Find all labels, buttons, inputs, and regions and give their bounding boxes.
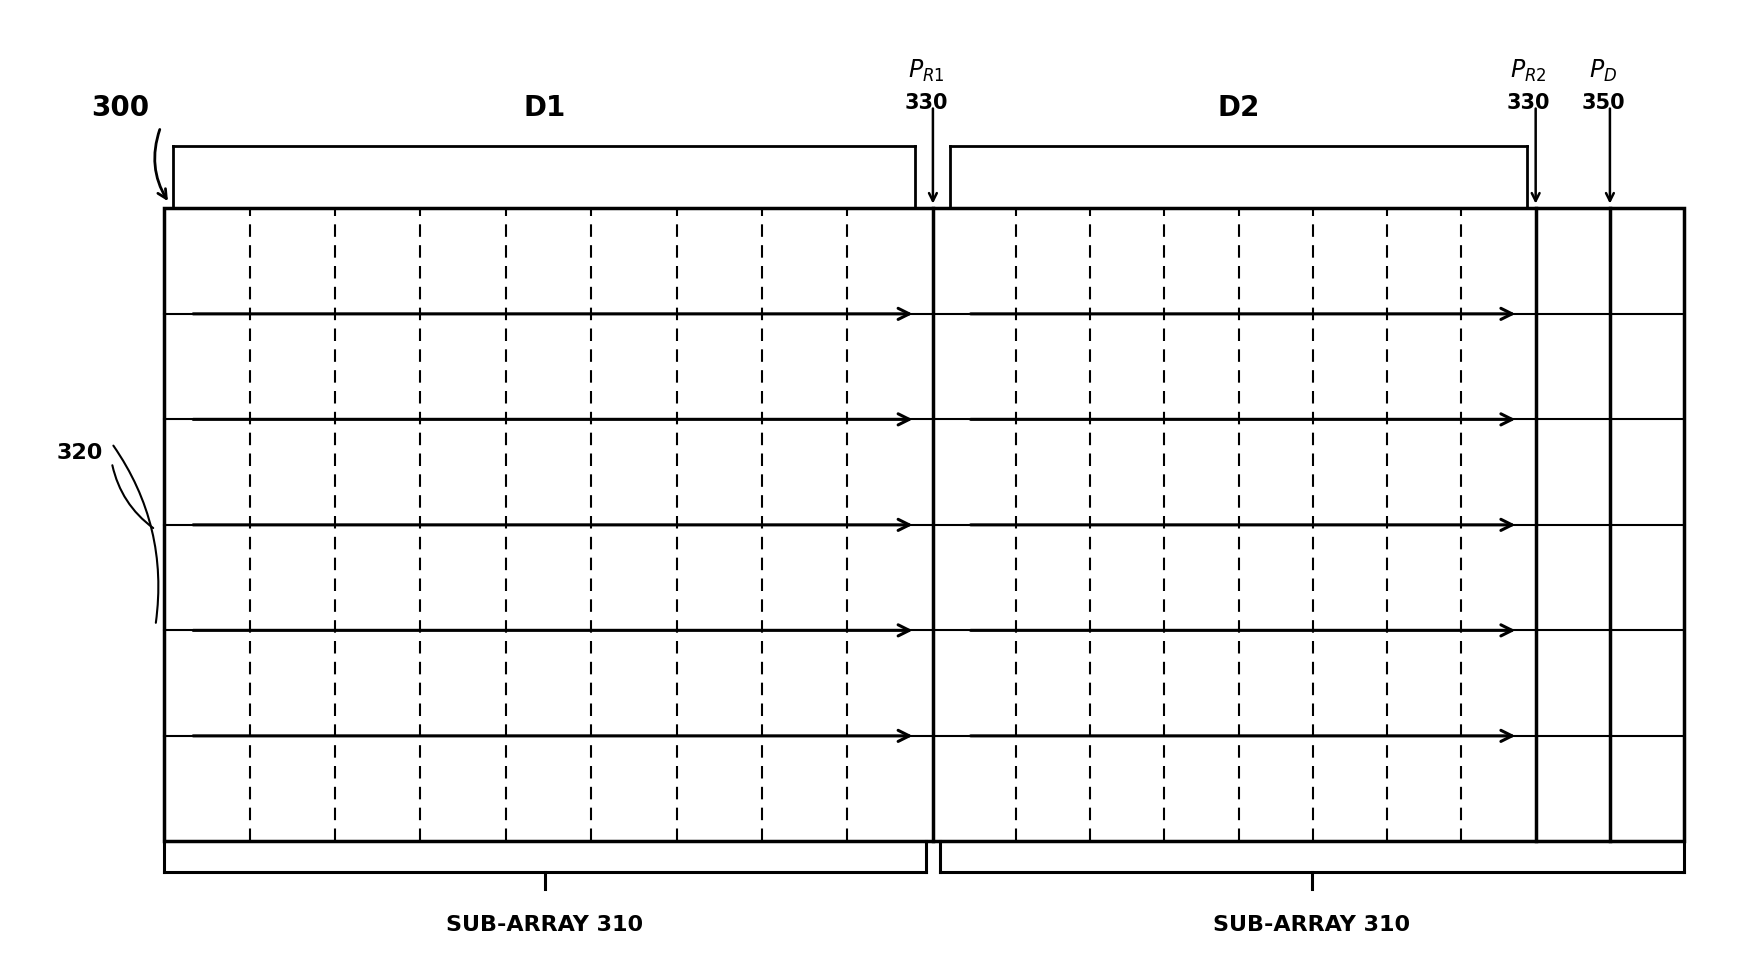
Bar	[164, 208, 1684, 842]
Text: 300: 300	[92, 93, 150, 122]
Text: D1: D1	[523, 94, 565, 122]
Text: $P_{D}$: $P_{D}$	[1588, 57, 1617, 84]
Text: 330: 330	[1507, 93, 1550, 113]
Text: SUB-ARRAY 310: SUB-ARRAY 310	[1213, 916, 1411, 935]
Text: SUB-ARRAY 310: SUB-ARRAY 310	[447, 916, 643, 935]
Text: 330: 330	[903, 93, 947, 113]
Text: D2: D2	[1217, 94, 1259, 122]
Text: 320: 320	[56, 443, 104, 463]
Text: 350: 350	[1581, 93, 1625, 113]
Text: $P_{R2}$: $P_{R2}$	[1511, 57, 1546, 84]
Text: $P_{R1}$: $P_{R1}$	[907, 57, 944, 84]
